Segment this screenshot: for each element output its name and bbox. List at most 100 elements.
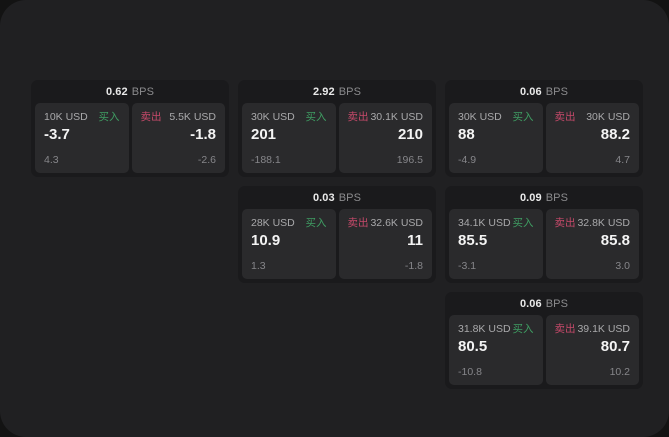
sell-panel-header: 卖出 32.8K USD	[555, 217, 631, 229]
sell-delta: -2.6	[197, 154, 216, 166]
sell-price: 85.8	[600, 232, 630, 249]
buy-panel[interactable]: 31.8K USD 买入 80.5 -10.8	[449, 315, 543, 385]
buy-price: 80.5	[458, 338, 488, 355]
buy-price: 88	[458, 126, 475, 143]
sell-side-label: 卖出	[347, 111, 369, 123]
buy-panel-header: 30K USD 买入	[458, 111, 534, 123]
sell-price: 210	[397, 126, 423, 143]
spread-value: 0.06	[519, 297, 542, 310]
sell-panel-header: 卖出 5.5K USD	[141, 111, 217, 123]
quote-panels: 28K USD 买入 10.9 1.3 卖出 32.6K USD 11 -1.8	[238, 209, 436, 283]
buy-side-label: 买入	[305, 111, 327, 123]
spread-value: 0.06	[519, 85, 542, 98]
buy-delta: 4.3	[44, 154, 59, 166]
quote-panels: 10K USD 买入 -3.7 4.3 卖出 5.5K USD -1.8 -2.…	[31, 103, 229, 177]
buy-price: 201	[251, 126, 277, 143]
sell-size: 32.8K USD	[577, 217, 630, 229]
spread-header: 0.03 BPS	[238, 186, 436, 209]
sell-price: 80.7	[600, 338, 630, 355]
sell-price: 11	[407, 232, 423, 249]
sell-delta: 10.2	[609, 366, 630, 378]
spread-value: 2.92	[312, 85, 335, 98]
buy-side-label: 买入	[512, 323, 534, 335]
spread-unit-label: BPS	[338, 85, 362, 98]
sell-size: 32.6K USD	[370, 217, 423, 229]
sell-panel[interactable]: 卖出 32.6K USD 11 -1.8	[338, 209, 432, 279]
buy-panel-header: 30K USD 买入	[251, 111, 327, 123]
spread-header: 2.92 BPS	[238, 80, 436, 103]
buy-price: -3.7	[44, 126, 70, 143]
spread-value: 0.03	[312, 191, 335, 204]
sell-panel-header: 卖出 30.1K USD	[348, 111, 424, 123]
buy-side-label: 买入	[512, 111, 534, 123]
buy-size: 28K USD	[251, 217, 295, 229]
buy-side-label: 买入	[98, 111, 120, 123]
quote-card: 0.03 BPS 28K USD 买入 10.9 1.3 卖出 32.6K US…	[238, 186, 436, 283]
buy-panel[interactable]: 34.1K USD 买入 85.5 -3.1	[449, 209, 543, 279]
spread-value: 0.09	[519, 191, 542, 204]
spread-unit-label: BPS	[545, 85, 569, 98]
buy-price: 85.5	[458, 232, 488, 249]
buy-size: 31.8K USD	[458, 323, 511, 335]
sell-side-label: 卖出	[554, 111, 576, 123]
buy-size: 30K USD	[251, 111, 295, 123]
sell-price: 88.2	[600, 126, 630, 143]
buy-panel-header: 28K USD 买入	[251, 217, 327, 229]
spread-header: 0.62 BPS	[31, 80, 229, 103]
quote-panels: 30K USD 买入 201 -188.1 卖出 30.1K USD 210 1…	[238, 103, 436, 177]
sell-delta: -1.8	[404, 260, 423, 272]
sell-panel[interactable]: 卖出 30.1K USD 210 196.5	[338, 103, 432, 173]
spread-header: 0.06 BPS	[445, 80, 643, 103]
spread-value: 0.62	[105, 85, 128, 98]
buy-panel[interactable]: 30K USD 买入 88 -4.9	[449, 103, 543, 173]
quote-card: 0.62 BPS 10K USD 买入 -3.7 4.3 卖出 5.5K USD…	[31, 80, 229, 177]
buy-panel-header: 34.1K USD 买入	[458, 217, 534, 229]
quote-cards-grid: 0.62 BPS 10K USD 买入 -3.7 4.3 卖出 5.5K USD…	[31, 80, 643, 389]
sell-size: 5.5K USD	[169, 111, 216, 123]
sell-size: 39.1K USD	[577, 323, 630, 335]
buy-size: 30K USD	[458, 111, 502, 123]
sell-delta: 3.0	[615, 260, 630, 272]
buy-side-label: 买入	[512, 217, 534, 229]
sell-panel[interactable]: 卖出 5.5K USD -1.8 -2.6	[131, 103, 225, 173]
quote-card: 2.92 BPS 30K USD 买入 201 -188.1 卖出 30.1K …	[238, 80, 436, 177]
buy-panel[interactable]: 28K USD 买入 10.9 1.3	[242, 209, 336, 279]
buy-price: 10.9	[251, 232, 281, 249]
buy-panel-header: 31.8K USD 买入	[458, 323, 534, 335]
sell-panel[interactable]: 卖出 32.8K USD 85.8 3.0	[545, 209, 639, 279]
spread-header: 0.06 BPS	[445, 292, 643, 315]
buy-panel[interactable]: 10K USD 买入 -3.7 4.3	[35, 103, 129, 173]
buy-delta: -4.9	[458, 154, 477, 166]
sell-size: 30.1K USD	[370, 111, 423, 123]
spread-unit-label: BPS	[545, 191, 569, 204]
spread-unit-label: BPS	[338, 191, 362, 204]
sell-panel[interactable]: 卖出 39.1K USD 80.7 10.2	[545, 315, 639, 385]
buy-panel[interactable]: 30K USD 买入 201 -188.1	[242, 103, 336, 173]
quote-card: 0.06 BPS 31.8K USD 买入 80.5 -10.8 卖出 39.1…	[445, 292, 643, 389]
sell-side-label: 卖出	[140, 111, 162, 123]
spread-header: 0.09 BPS	[445, 186, 643, 209]
buy-size: 34.1K USD	[458, 217, 511, 229]
sell-price: -1.8	[190, 126, 216, 143]
buy-side-label: 买入	[305, 217, 327, 229]
spread-unit-label: BPS	[545, 297, 569, 310]
quote-panels: 30K USD 买入 88 -4.9 卖出 30K USD 88.2 4.7	[445, 103, 643, 177]
sell-size: 30K USD	[586, 111, 630, 123]
sell-delta: 196.5	[396, 154, 423, 166]
quote-panels: 34.1K USD 买入 85.5 -3.1 卖出 32.8K USD 85.8…	[445, 209, 643, 283]
buy-delta: -188.1	[251, 154, 281, 166]
sell-panel-header: 卖出 30K USD	[555, 111, 631, 123]
buy-delta: -10.8	[458, 366, 482, 378]
quote-card: 0.09 BPS 34.1K USD 买入 85.5 -3.1 卖出 32.8K…	[445, 186, 643, 283]
buy-delta: 1.3	[251, 260, 266, 272]
sell-delta: 4.7	[615, 154, 630, 166]
quote-card: 0.06 BPS 30K USD 买入 88 -4.9 卖出 30K USD 8…	[445, 80, 643, 177]
spread-unit-label: BPS	[131, 85, 155, 98]
sell-panel-header: 卖出 39.1K USD	[555, 323, 631, 335]
sell-side-label: 卖出	[554, 323, 576, 335]
sell-panel[interactable]: 卖出 30K USD 88.2 4.7	[545, 103, 639, 173]
buy-delta: -3.1	[458, 260, 477, 272]
sell-panel-header: 卖出 32.6K USD	[348, 217, 424, 229]
sell-side-label: 卖出	[347, 217, 369, 229]
